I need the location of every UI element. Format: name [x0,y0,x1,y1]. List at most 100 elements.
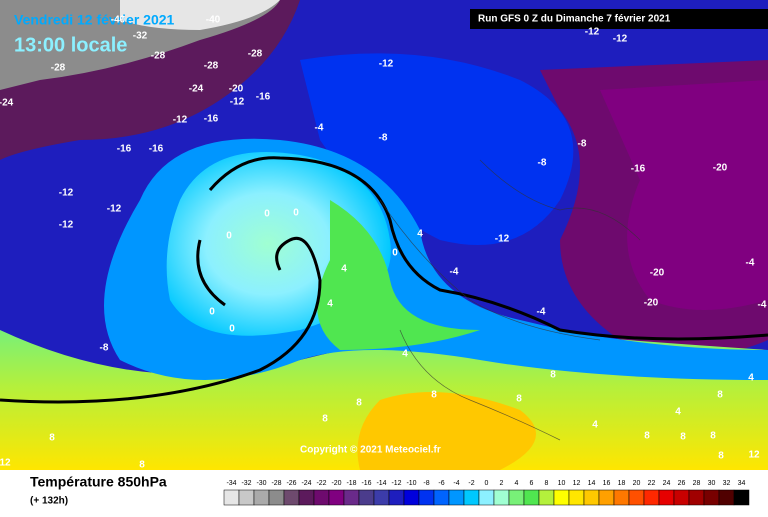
legend-swatch [268,489,285,506]
contour-label: 0 [226,231,232,242]
legend-tick-label: 4 [515,480,519,487]
contour-label: 4 [675,407,681,418]
legend-tick-label: -6 [438,480,444,487]
legend-swatch [703,489,720,506]
contour-label: -28 [204,61,219,72]
contour-label: 0 [392,248,398,259]
contour-label: -24 [0,98,14,109]
contour-label: -20 [229,84,244,95]
contour-label: 0 [264,209,270,220]
legend-swatch [328,489,345,506]
contour-label: -4 [450,267,459,278]
contour-label: 4 [402,349,408,360]
contour-label: 4 [748,373,754,384]
legend-swatch [658,489,675,506]
contour-label: -40 [111,15,126,26]
legend-tick-label: -22 [316,480,326,487]
legend-tick-label: 12 [573,480,581,487]
contour-label: -12 [495,234,510,245]
contour-label: -12 [585,27,600,38]
legend-swatch [733,489,750,506]
run-box [470,9,768,29]
legend-tick-label: -12 [391,480,401,487]
legend-tick-label: 34 [738,480,746,487]
contour-label: 8 [644,431,650,442]
contour-label: 8 [516,394,522,405]
contour-label: -20 [650,268,665,279]
contour-label: -12 [173,115,188,126]
legend-tick-label: -14 [376,480,386,487]
contour-label: 0 [229,324,235,335]
contour-label: 8 [322,414,328,425]
legend-swatch [463,489,480,506]
contour-label: -8 [379,133,388,144]
legend-tick-label: -16 [361,480,371,487]
copyright: Copyright © 2021 Meteociel.fr [300,445,441,456]
legend-tick-label: 18 [618,480,626,487]
contour-label: 8 [550,370,556,381]
legend-swatch [598,489,615,506]
legend-tick-label: -8 [423,480,429,487]
contour-label: -16 [256,92,271,103]
legend-swatch [238,489,255,506]
legend-swatch [493,489,510,506]
legend-swatch [523,489,540,506]
legend-swatch [583,489,600,506]
contour-label: -12 [107,204,122,215]
contour-label: -28 [248,49,263,60]
contour-label: -8 [578,139,587,150]
legend-tick-label: 2 [500,480,504,487]
contour-label: -12 [59,220,74,231]
run-info: Run GFS 0 Z du Dimanche 7 février 2021 [478,14,671,25]
legend-tick-label: 14 [588,480,596,487]
legend-tick-label: -10 [406,480,416,487]
contour-label: 12 [0,458,11,469]
contour-label: -16 [117,144,132,155]
contour-label: -8 [538,158,547,169]
local-time: 13:00 locale [14,34,127,56]
contour-label: -32 [133,31,148,42]
contour-label: -28 [51,63,66,74]
contour-label: 8 [49,433,55,444]
contour-label: -12 [613,34,628,45]
contour-label: 4 [341,264,347,275]
legend-swatch [223,489,240,506]
legend-swatch [628,489,645,506]
legend-swatch [718,489,735,506]
contour-label: -20 [713,163,728,174]
contour-label: 0 [209,307,215,318]
contour-label: 12 [748,450,760,461]
legend-swatch [568,489,585,506]
contour-label: -4 [758,300,767,311]
legend-swatch [553,489,570,506]
contour-label: -8 [100,343,109,354]
legend-tick-label: -18 [346,480,356,487]
legend-swatch [418,489,435,506]
legend-tick-label: -28 [271,480,281,487]
legend-swatch [253,489,270,506]
contour-label: -20 [644,298,659,309]
legend-swatch [478,489,495,506]
legend-tick-label: -26 [286,480,296,487]
contour-label: -12 [230,97,245,108]
contour-label: 8 [717,390,723,401]
contour-label: 8 [356,398,362,409]
legend-tick-label: 30 [708,480,716,487]
legend-tick-label: -32 [241,480,251,487]
legend-tick-label: 10 [558,480,566,487]
legend-tick-label: 28 [693,480,701,487]
contour-label: 4 [592,420,598,431]
legend-swatch [643,489,660,506]
contour-label: 8 [680,432,686,443]
legend-tick-label: 32 [723,480,731,487]
legend-title: Température 850hPa [30,474,167,490]
legend-swatch [343,489,360,506]
legend-swatch [313,489,330,506]
legend-swatch [373,489,390,506]
legend-tick-label: -20 [331,480,341,487]
contour-label: -4 [315,123,324,134]
contour-label: 8 [139,460,145,471]
legend-tick-label: -4 [453,480,459,487]
contour-label: -40 [206,15,221,26]
